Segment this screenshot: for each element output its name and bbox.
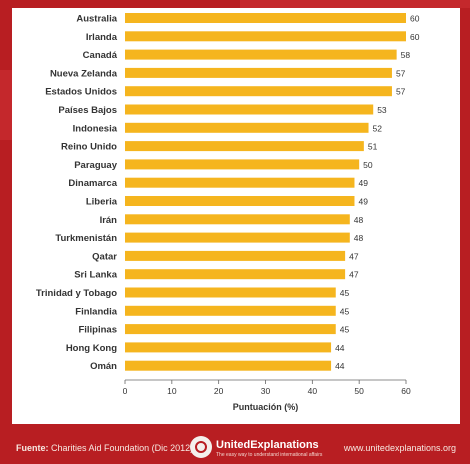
bar [125,122,369,133]
brand-name: UnitedExplanations [216,439,319,451]
data-label: 44 [335,361,345,371]
bar [125,196,355,206]
bar [125,287,336,298]
bar [125,67,392,78]
data-label: 50 [363,160,373,170]
category-label: Reino Unido [61,142,117,153]
bar [125,250,346,261]
data-label: 57 [396,87,406,97]
source-text: Charities Aid Foundation (Dic 2012) [51,443,194,453]
category-label: Australia [76,14,117,25]
category-label: Países Bajos [58,105,117,116]
category-label: Dinamarca [68,178,117,189]
x-axis-label: Puntuación (%) [233,402,299,412]
background-shape [240,0,470,8]
website-url: www.unitedexplanations.org [343,443,456,453]
globe-icon [190,436,212,458]
data-label: 52 [373,123,383,133]
category-label: Irlanda [86,32,118,43]
data-label: 58 [401,50,411,60]
x-tick-label: 10 [167,386,177,396]
bar-chart: Australia 60 Irlanda 60 Canadá 58 Nueva Zeland… [0,0,470,424]
x-tick-label: 20 [214,386,224,396]
data-label: 53 [377,105,387,115]
bar [125,49,397,60]
source-credit: Fuente: Charities Aid Foundation (Dic 20… [16,443,193,453]
data-label: 60 [410,32,420,42]
category-label: Estados Unidos [45,87,117,98]
bar [125,324,336,335]
bar [125,86,392,97]
category-label: Canadá [83,50,118,61]
category-label: Liberia [86,197,118,208]
bar [125,232,350,243]
category-label: Hong Kong [66,343,117,354]
category-label: Filipinas [78,325,117,336]
brand-tagline: The easy way to understand international… [216,452,323,458]
data-label: 49 [358,197,368,207]
brand-logo: UnitedExplanations The easy way to under… [190,435,323,461]
x-tick-label: 30 [261,386,271,396]
bar [125,360,332,371]
data-label: 47 [349,270,359,280]
bar [125,342,332,353]
category-label: Trinidad y Tobago [36,288,117,299]
category-label: Nueva Zelanda [50,68,118,79]
bar [125,159,360,170]
source-label: Fuente: [16,443,49,453]
category-label: Finlandia [75,306,117,317]
data-label: 48 [354,215,364,225]
data-label: 48 [354,233,364,243]
data-label: 45 [340,306,350,316]
bar [125,31,406,42]
bar [125,214,350,225]
category-label: Paraguay [74,160,117,171]
category-label: Sri Lanka [74,270,117,281]
data-label: 60 [410,14,420,24]
x-tick-label: 0 [123,386,128,396]
x-tick-label: 40 [308,386,318,396]
x-tick-label: 50 [354,386,364,396]
category-label: Omán [90,361,117,372]
bar [125,305,336,316]
data-label: 45 [340,325,350,335]
bar [125,269,346,280]
bar [125,141,364,152]
category-label: Indonesia [73,123,118,134]
bar [125,13,406,23]
data-label: 44 [335,343,345,353]
category-label: Irán [100,215,118,226]
bar [125,177,355,188]
data-label: 47 [349,251,359,261]
bar [125,104,374,115]
category-label: Turkmenistán [55,233,117,244]
category-label: Qatar [92,251,117,262]
x-tick-label: 60 [401,386,411,396]
data-label: 45 [340,288,350,298]
footer: Fuente: Charities Aid Foundation (Dic 20… [0,432,470,464]
data-label: 51 [368,142,378,152]
data-label: 57 [396,68,406,78]
data-label: 49 [358,178,368,188]
